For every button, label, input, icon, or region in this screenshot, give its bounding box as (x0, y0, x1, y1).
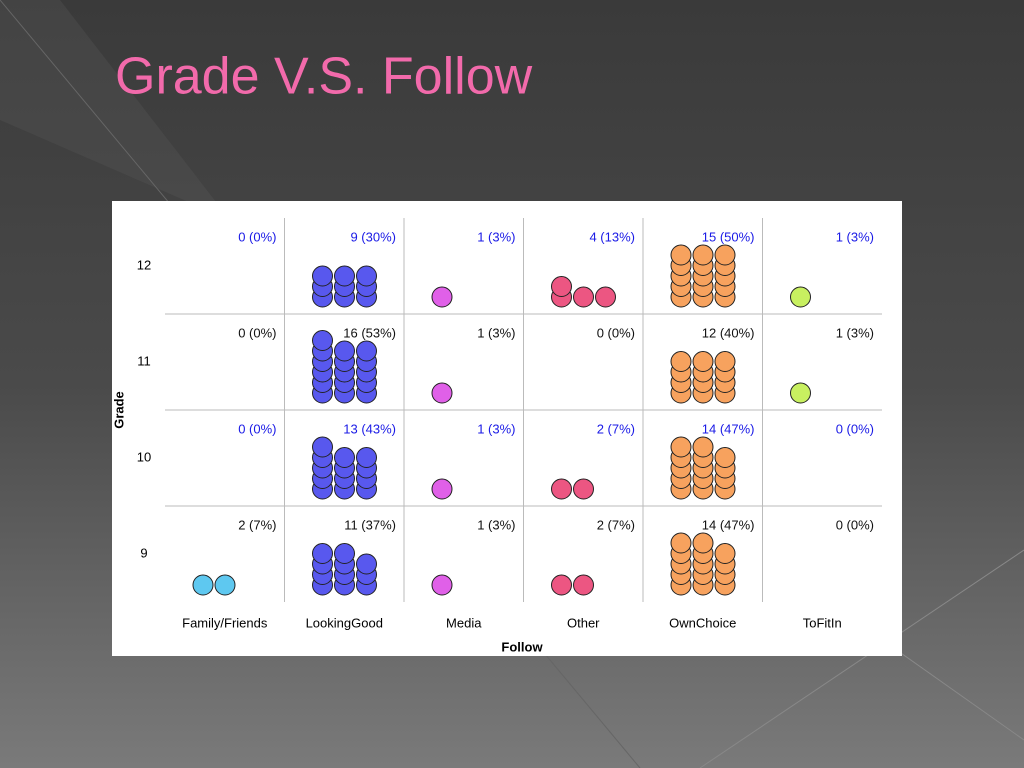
y-axis-title: Grade (111, 391, 126, 429)
value-label: 1 (3%) (477, 229, 515, 244)
value-label: 2 (7%) (238, 517, 276, 532)
dot (573, 478, 594, 500)
value-label: 4 (13%) (589, 229, 635, 244)
dot (692, 532, 714, 554)
dot-stack (551, 478, 594, 500)
y-tick-label: 9 (140, 545, 147, 560)
dot-stack (312, 543, 377, 596)
value-label: 0 (0%) (238, 229, 276, 244)
value-label: 15 (50%) (702, 229, 755, 244)
dot-stack (670, 436, 736, 500)
dot (670, 532, 692, 554)
dot (431, 574, 453, 596)
value-label: 13 (43%) (343, 421, 396, 436)
dot (356, 340, 377, 362)
value-label: 14 (47%) (702, 421, 755, 436)
dot-stack (192, 574, 236, 596)
x-tick-label: Other (567, 615, 600, 630)
dot (573, 574, 594, 596)
dot (356, 447, 377, 468)
dot (334, 447, 355, 468)
dot-stack (431, 574, 453, 596)
x-axis-title: Follow (501, 639, 543, 654)
dot-stack (670, 351, 736, 404)
dot (551, 478, 572, 500)
value-label: 9 (30%) (350, 229, 396, 244)
dot (692, 244, 714, 266)
dot (714, 351, 736, 372)
dot (431, 286, 453, 308)
dot (356, 265, 377, 287)
dot-stack (790, 382, 811, 404)
value-label: 0 (0%) (836, 517, 874, 532)
value-label: 14 (47%) (702, 517, 755, 532)
dot (714, 244, 736, 266)
dot (312, 436, 333, 458)
value-label: 1 (3%) (836, 325, 874, 340)
chart-panel (112, 201, 902, 656)
dot (595, 286, 616, 308)
value-label: 1 (3%) (836, 229, 874, 244)
dot (431, 382, 453, 404)
dot-stack (551, 574, 594, 596)
dot (312, 543, 333, 564)
dot-stack (670, 532, 736, 596)
dot (431, 478, 453, 500)
value-label: 0 (0%) (238, 325, 276, 340)
dot (334, 265, 355, 287)
dot (790, 286, 811, 308)
dot (192, 574, 214, 596)
value-label: 1 (3%) (477, 325, 515, 340)
value-label: 1 (3%) (477, 421, 515, 436)
dot (312, 330, 333, 351)
value-label: 2 (7%) (597, 421, 635, 436)
value-label: 12 (40%) (702, 325, 755, 340)
dot (670, 351, 692, 372)
y-tick-label: 10 (137, 449, 151, 464)
dot (790, 382, 811, 404)
value-label: 16 (53%) (343, 325, 396, 340)
dot (356, 553, 377, 575)
dot (670, 436, 692, 458)
value-label: 0 (0%) (597, 325, 635, 340)
value-label: 1 (3%) (477, 517, 515, 532)
dot-stack (431, 382, 453, 404)
dot-stack (670, 244, 736, 308)
x-tick-label: OwnChoice (669, 615, 736, 630)
dot (573, 286, 594, 308)
dot-stack (431, 286, 453, 308)
dot (334, 340, 355, 362)
dot (692, 351, 714, 372)
dot-stack (431, 478, 453, 500)
y-tick-label: 11 (137, 353, 151, 368)
decoration (0, 0, 230, 220)
y-tick-label: 12 (137, 257, 151, 272)
dot (312, 265, 333, 287)
dot-stack (551, 276, 616, 308)
dot (214, 574, 236, 596)
dot-stack (312, 265, 377, 308)
dot (714, 543, 736, 564)
x-tick-label: ToFitIn (803, 615, 842, 630)
dot (551, 276, 572, 297)
dot (670, 244, 692, 266)
dot (334, 543, 355, 564)
value-label: 0 (0%) (238, 421, 276, 436)
x-tick-label: Family/Friends (182, 615, 268, 630)
dot-stack (790, 286, 811, 308)
title: Grade V.S. Follow (115, 48, 533, 106)
value-label: 0 (0%) (836, 421, 874, 436)
dot-stack (312, 330, 377, 404)
dot-stack (312, 436, 377, 500)
value-label: 11 (37%) (344, 517, 396, 532)
x-tick-label: Media (446, 615, 482, 630)
x-tick-label: LookingGood (306, 615, 383, 630)
dot (714, 447, 736, 468)
dot (551, 574, 572, 596)
decoration (699, 549, 1024, 768)
value-label: 2 (7%) (597, 517, 635, 532)
dot (692, 436, 714, 458)
